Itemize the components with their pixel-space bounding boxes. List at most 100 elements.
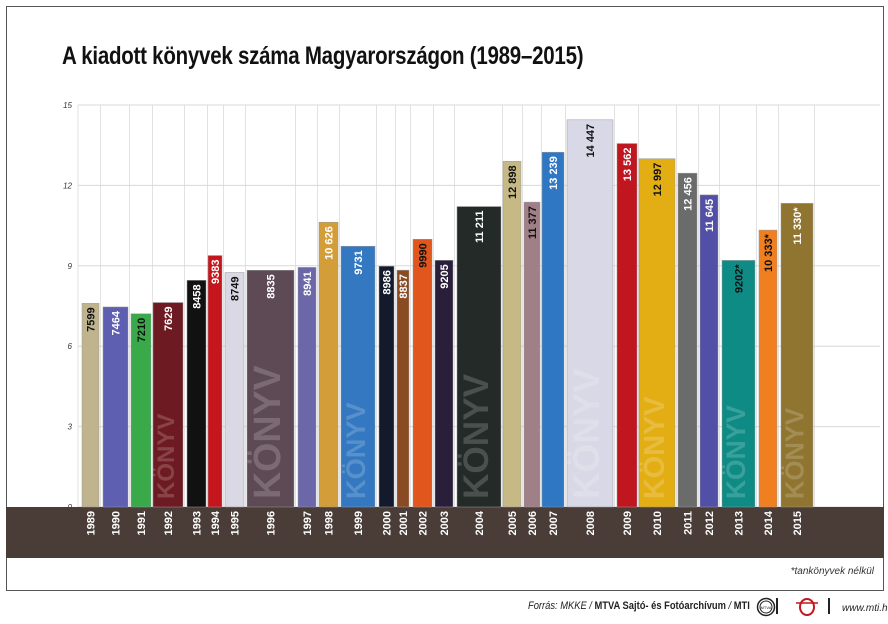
y-tick-label: 12 [63,181,72,190]
x-tick-label: 1994 [210,510,222,535]
x-tick-label: 2004 [474,510,486,535]
bar-value-label: 10 333* [763,233,775,272]
year-band [6,507,884,558]
chart-frame [6,6,884,591]
source-line: Forrás: MKKE / MTVA Sajtó- és Fotóarchív… [528,600,750,612]
bar-chart: 0369121575991989746419907210199176291992… [6,101,884,558]
bar-value-label: 11 211 [474,211,486,243]
separator [828,598,830,614]
bar-1990 [102,306,129,508]
x-tick-label: 2011 [683,511,695,535]
x-tick-label: 1996 [266,511,278,535]
x-tick-label: 2008 [585,511,597,535]
bar-2011 [677,172,698,508]
bar-value-label: 8941 [302,271,314,295]
konyv-watermark: KÖNYV [340,402,371,499]
x-tick-label: 2010 [652,511,664,535]
x-tick-label: 2009 [622,511,634,535]
bar-2013 [721,260,756,508]
bar-value-label: 7599 [86,307,98,331]
konyv-watermark: KÖNYV [638,396,671,499]
bar-1995 [224,272,245,508]
source-mti: MTI [733,600,750,612]
y-tick-label: 6 [68,342,73,351]
x-tick-label: 2002 [418,511,430,535]
bar-1994 [207,255,223,508]
bar-2000 [378,265,395,508]
bar-2001 [396,269,410,508]
x-tick-label: 2015 [792,511,804,535]
bar-2002 [412,239,433,508]
bar-2005 [502,161,522,508]
x-tick-label: 1992 [163,511,175,535]
source-prefix: Forrás: MKKE / [528,600,595,612]
konyv-watermark: KÖNYV [153,414,180,499]
bar-2009 [616,143,638,508]
bar-value-label: 8835 [266,274,278,298]
bar-2012 [699,194,719,508]
x-tick-label: 1989 [86,511,98,535]
bar-value-label: 14 447 [585,124,597,158]
x-tick-label: 2012 [704,511,716,535]
konyv-watermark: KÖNYV [246,365,288,499]
bar-1999 [340,245,376,508]
bar-2010 [638,158,676,508]
konyv-watermark: KÖNYV [566,368,607,499]
x-tick-label: 2001 [398,511,410,535]
separator [776,598,778,614]
bar-value-label: 8749 [230,277,242,301]
x-tick-label: 2007 [548,511,560,535]
bar-value-label: 8458 [192,284,204,308]
bar-2004 [456,206,502,508]
bar-value-label: 10 626 [324,226,336,260]
bar-2003 [434,260,454,508]
bar-value-label: 13 562 [622,148,634,182]
bar-value-label: 9383 [210,260,222,284]
bar-1993 [186,280,207,508]
chart-title: A kiadott könyvek száma Magyarországon (… [62,42,584,70]
mti-logo-icon [796,598,818,616]
bar-2014 [758,229,778,508]
bar-value-label: 8986 [382,270,394,294]
bar-2006 [523,201,541,508]
bar-value-label: 11 377 [527,206,539,239]
bar-value-label: 9731 [353,250,365,274]
source-url: www.mti.hu [842,603,888,614]
x-tick-label: 1999 [353,511,365,535]
source-sep: / [725,600,734,612]
bar-value-label: 12 456 [683,177,695,211]
x-tick-label: 1990 [111,511,123,535]
mtva-logo-icon: MTVA [756,597,776,617]
x-tick-label: 1991 [136,511,148,535]
x-tick-label: 2000 [382,511,394,535]
bar-value-label: 7629 [163,307,175,331]
mtva-logo-text: MTVA [761,605,772,610]
x-tick-label: 2005 [507,511,519,535]
konyv-watermark: KÖNYV [780,408,809,499]
x-tick-label: 1993 [192,511,204,535]
bar-1992 [152,302,184,508]
bar-value-label: 7464 [111,310,123,335]
bar-1998 [318,221,339,508]
bar-2008 [566,119,614,508]
bar-value-label: 8837 [398,274,410,298]
source-archive: MTVA Sajtó- és Fotóarchívum [594,600,726,612]
bar-value-label: 9202* [734,264,746,293]
konyv-watermark: KÖNYV [721,405,751,499]
x-tick-label: 1997 [302,511,314,535]
y-tick-label: 3 [68,423,73,432]
bar-value-label: 12 898 [507,165,519,199]
bar-2007 [541,151,565,508]
footnote: *tankönyvek nélkül [790,566,874,577]
bar-value-label: 9205 [439,264,451,288]
bar-2015 [780,203,814,508]
y-tick-label: 9 [68,262,73,271]
x-tick-label: 2013 [734,511,746,535]
bar-value-label: 12 997 [652,163,664,197]
y-tick-label: 15 [63,101,72,110]
bar-1991 [130,313,152,508]
x-tick-label: 1995 [230,511,242,535]
x-tick-label: 2014 [763,510,775,535]
bar-value-label: 11 330* [792,207,804,245]
